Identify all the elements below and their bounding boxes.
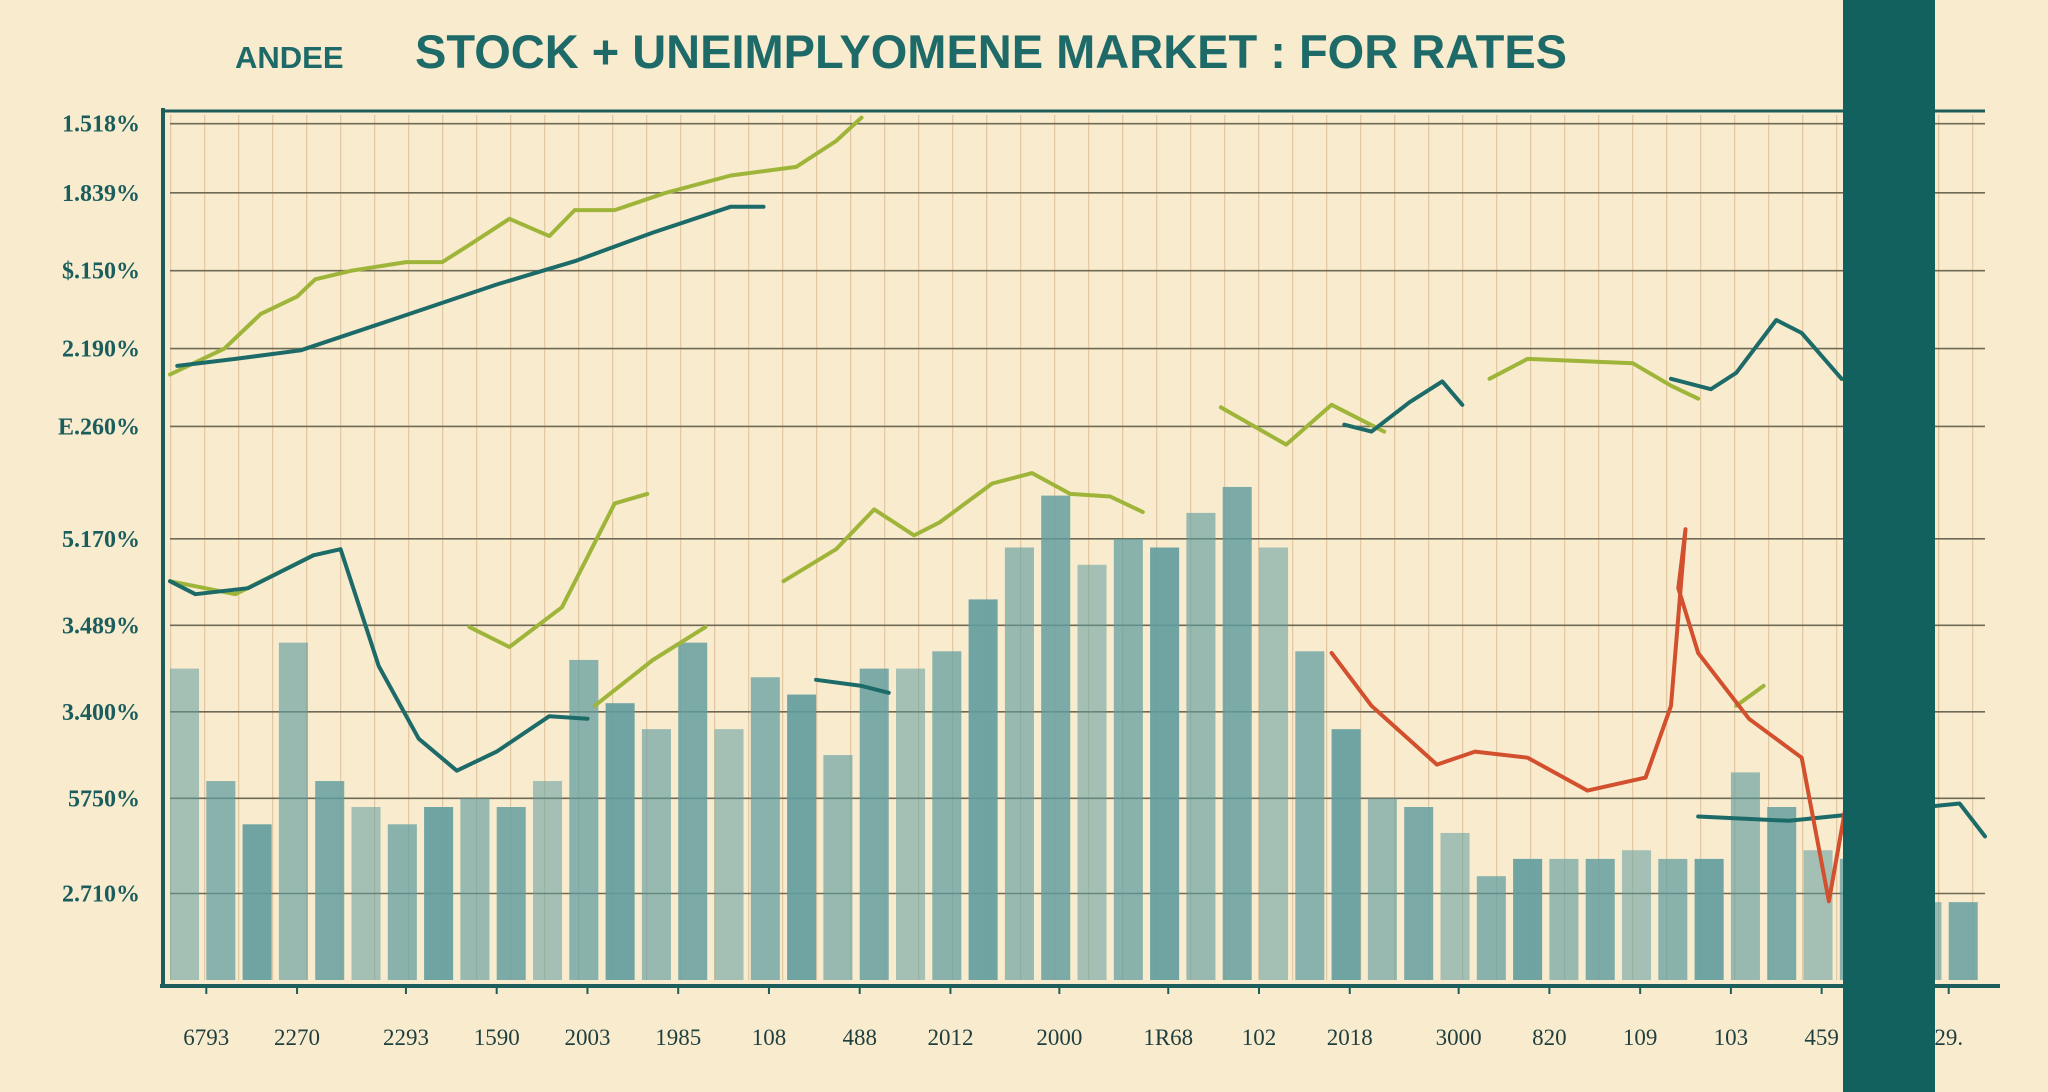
line xyxy=(1329,527,1857,904)
x-tick-label: 102 xyxy=(1242,1025,1277,1050)
y-tick-label: 5.170% xyxy=(62,527,140,553)
y-tick-label: E.260% xyxy=(58,414,140,440)
y-tick-label: 1.839% xyxy=(62,181,140,207)
bar xyxy=(387,824,417,980)
vertical-band xyxy=(1843,0,1935,1092)
bar xyxy=(1186,512,1216,980)
x-tick-label: 2270 xyxy=(274,1025,320,1050)
x-tick-label: 109 xyxy=(1623,1025,1658,1050)
x-tick-label: 1590 xyxy=(474,1025,520,1050)
y-tick-label: 5750% xyxy=(68,786,140,812)
bar xyxy=(750,677,780,980)
bar xyxy=(1331,729,1361,980)
x-tick-label: 820 xyxy=(1532,1025,1567,1050)
bar xyxy=(242,824,272,980)
bar xyxy=(1077,564,1107,980)
bar xyxy=(1113,538,1143,980)
y-tick-label: 3.489% xyxy=(62,613,140,639)
bar xyxy=(1767,807,1797,980)
bar xyxy=(641,729,671,980)
bar xyxy=(533,781,563,980)
line xyxy=(175,204,766,368)
x-tick-label: 459 xyxy=(1804,1025,1839,1050)
bar xyxy=(1295,651,1325,980)
bar xyxy=(1658,858,1688,980)
bar xyxy=(896,668,926,980)
bar xyxy=(1222,486,1252,980)
bar xyxy=(1004,547,1034,980)
x-tick-label: 103 xyxy=(1714,1025,1749,1050)
bar xyxy=(1948,902,1978,980)
bar xyxy=(1404,807,1434,980)
line xyxy=(168,115,864,377)
bar xyxy=(859,668,889,980)
line xyxy=(168,318,1987,839)
bar xyxy=(1622,850,1652,980)
bar xyxy=(170,668,200,980)
x-tick-label: 29. xyxy=(1934,1025,1963,1050)
bar xyxy=(1476,876,1506,980)
line xyxy=(168,356,1935,708)
x-tick-label: 2012 xyxy=(927,1025,973,1050)
bar xyxy=(460,798,490,980)
bar xyxy=(424,807,454,980)
x-tick-label: 6793 xyxy=(183,1025,229,1050)
bar xyxy=(1367,798,1397,980)
bar xyxy=(714,729,744,980)
bar xyxy=(569,659,599,980)
y-tick-label: 3.400% xyxy=(62,700,140,726)
bar xyxy=(496,807,526,980)
x-tick-label: 488 xyxy=(842,1025,877,1050)
x-tick-label: 108 xyxy=(752,1025,787,1050)
y-tick-label: $.150% xyxy=(62,259,140,285)
chart-title: STOCK + UNEIMPLYOMENE MARKET : FOR RATES xyxy=(415,25,1567,78)
bar xyxy=(1259,547,1289,980)
bar xyxy=(1730,772,1760,980)
bar xyxy=(1513,858,1543,980)
x-tick-label: 1985 xyxy=(655,1025,701,1050)
x-tick-label: 2018 xyxy=(1327,1025,1373,1050)
bar xyxy=(278,642,308,980)
y-tick-label: 2.190% xyxy=(62,337,140,363)
bar xyxy=(1549,858,1579,980)
bar xyxy=(823,755,853,980)
bar xyxy=(1041,495,1071,980)
bar xyxy=(605,703,635,980)
labels: 1.518% 1.839% $.150% 2.190% E.260% 5.170% 3.48… xyxy=(58,112,1963,1050)
bar xyxy=(1585,858,1615,980)
bar xyxy=(1803,850,1833,980)
bar xyxy=(1440,832,1470,980)
bar xyxy=(932,651,962,980)
x-tick-label: 2000 xyxy=(1036,1025,1082,1050)
y-tick-label: 1.518% xyxy=(62,112,140,138)
x-tick-label: 1R68 xyxy=(1143,1025,1193,1050)
bar xyxy=(787,694,817,980)
bar xyxy=(968,599,998,980)
title-prefix: ANDEE xyxy=(235,40,344,75)
bar xyxy=(351,807,381,980)
x-tick-label: 2003 xyxy=(564,1025,610,1050)
bar xyxy=(206,781,236,980)
bar xyxy=(1694,858,1724,980)
y-tick-label: 2.710% xyxy=(62,882,140,908)
bar xyxy=(1150,547,1180,980)
x-tick-label: 2293 xyxy=(383,1025,429,1050)
bar xyxy=(315,781,345,980)
x-tick-label: 3000 xyxy=(1436,1025,1482,1050)
bar xyxy=(678,642,708,980)
